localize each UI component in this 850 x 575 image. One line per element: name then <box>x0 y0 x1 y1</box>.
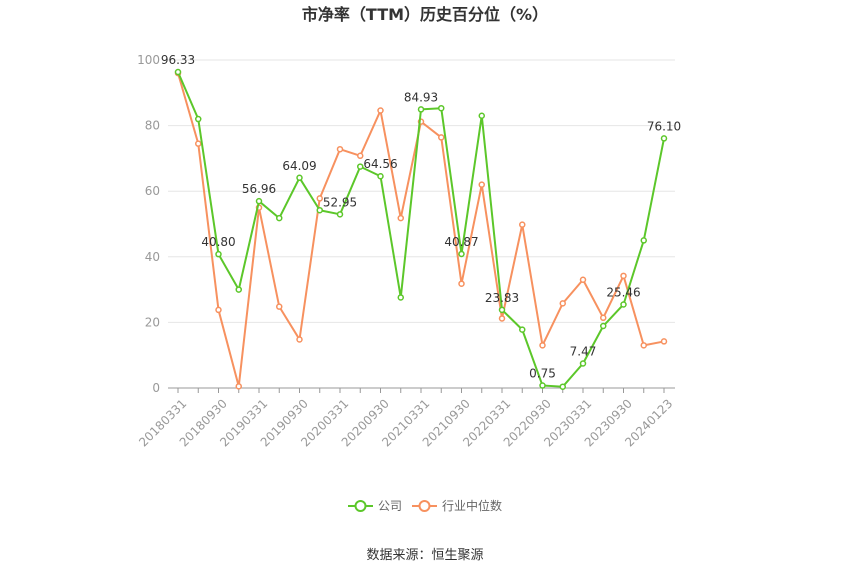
data-label: 76.10 <box>647 119 681 133</box>
data-label: 84.93 <box>404 90 438 104</box>
data-label: 40.87 <box>444 235 478 249</box>
legend[interactable]: 公司 行业中位数 <box>348 498 502 513</box>
data-point <box>276 303 283 310</box>
data-point <box>276 214 283 222</box>
data-point <box>235 383 242 390</box>
data-label: 0.75 <box>529 367 556 381</box>
data-point <box>579 360 587 367</box>
y-tick-label: 0 <box>152 381 160 395</box>
data-label: 56.96 <box>242 182 276 196</box>
data-point <box>296 174 303 182</box>
data-label: 7.47 <box>570 344 597 358</box>
data-point <box>640 237 647 244</box>
data-point <box>600 314 607 322</box>
data-point <box>579 276 587 284</box>
data-point <box>397 214 404 222</box>
data-point <box>255 197 263 205</box>
plot-area <box>174 68 668 390</box>
data-label: 64.56 <box>363 157 397 171</box>
data-point <box>519 221 526 228</box>
y-tick-label: 20 <box>145 315 160 329</box>
y-tick-label: 60 <box>145 184 160 198</box>
data-point <box>417 106 425 113</box>
data-point <box>660 338 668 345</box>
legend-item[interactable]: 行业中位数 <box>412 498 502 513</box>
series-industry-median <box>174 69 668 390</box>
data-point <box>478 181 485 188</box>
data-point <box>458 280 465 287</box>
data-point <box>478 112 485 120</box>
data-point <box>498 306 506 314</box>
legend-marker <box>354 500 367 512</box>
data-point <box>620 301 627 308</box>
y-tick-label: 100 <box>137 53 160 67</box>
data-point <box>397 294 404 301</box>
data-point <box>174 68 182 76</box>
data-point <box>539 342 546 349</box>
data-point <box>316 195 323 202</box>
data-point <box>336 145 344 153</box>
data-point <box>438 134 445 141</box>
data-point <box>316 206 323 214</box>
data-point <box>357 152 364 160</box>
legend-label: 公司 <box>378 499 402 513</box>
legend-item[interactable]: 公司 <box>348 499 402 513</box>
data-point <box>620 272 627 280</box>
data-label: 40.80 <box>201 235 235 249</box>
legend-label: 行业中位数 <box>442 498 502 513</box>
data-point <box>195 115 202 123</box>
y-tick-label: 80 <box>145 119 160 133</box>
source-note: 数据来源：恒生聚源 <box>366 548 483 563</box>
data-label: 96.33 <box>161 53 195 67</box>
data-point <box>438 104 445 112</box>
data-point <box>640 342 647 349</box>
legend-marker <box>418 500 431 512</box>
series-company <box>174 68 668 390</box>
data-point <box>235 286 242 293</box>
x-tick-labels: 2018033120180930201903312019093020200331… <box>136 396 675 449</box>
data-point <box>377 107 384 114</box>
data-label: 23.83 <box>485 291 519 305</box>
data-point <box>296 336 303 343</box>
data-label: 25.46 <box>606 285 640 299</box>
data-point <box>519 326 526 333</box>
data-labels: 96.33 40.80 56.96 64.09 52.95 64.56 84.93 40.87… <box>161 53 681 381</box>
data-point <box>336 211 344 218</box>
data-point <box>539 382 546 389</box>
data-point <box>600 322 607 330</box>
data-point <box>195 140 202 147</box>
data-label: 64.09 <box>282 159 316 173</box>
data-point <box>377 172 384 180</box>
data-point <box>559 383 566 390</box>
x-axis <box>168 387 675 393</box>
data-point <box>215 306 222 314</box>
y-axis: 0 20 40 60 80 100 <box>137 53 160 395</box>
data-point <box>215 250 222 258</box>
data-point <box>357 163 364 170</box>
data-label: 52.95 <box>323 195 357 209</box>
data-point <box>498 315 506 322</box>
chart-title: 市净率（TTM）历史百分位（%） <box>302 5 548 24</box>
data-point <box>458 250 465 258</box>
data-point <box>559 300 566 307</box>
y-tick-label: 40 <box>145 250 160 264</box>
data-point <box>660 135 668 142</box>
